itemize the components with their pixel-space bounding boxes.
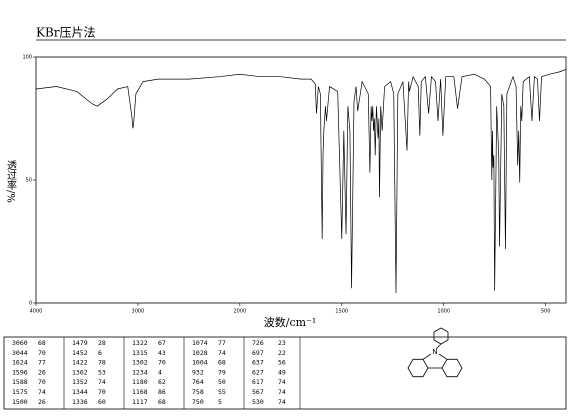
peak-transmittance: 68 [158, 398, 166, 406]
peak-transmittance: 60 [98, 398, 106, 406]
peak-transmittance: 68 [218, 359, 226, 367]
peak-wavenumber: 764 [192, 378, 204, 386]
peak-wavenumber: 1624 [12, 359, 28, 367]
peak-wavenumber: 1422 [72, 359, 88, 367]
bond [438, 353, 448, 360]
peak-wavenumber: 1302 [132, 359, 148, 367]
peak-transmittance: 67 [158, 339, 166, 347]
y-axis-label: 透过率/% [5, 160, 17, 203]
benzene-ring [441, 358, 463, 378]
bond [422, 353, 432, 360]
peak-wavenumber: 758 [192, 388, 204, 396]
peak-transmittance: 50 [218, 378, 226, 386]
peak-wavenumber: 1352 [72, 378, 88, 386]
peak-transmittance: 4 [158, 368, 162, 376]
peak-transmittance: 5 [218, 398, 222, 406]
plot-frame [35, 56, 567, 304]
peak-transmittance: 70 [38, 349, 46, 357]
peak-wavenumber: 1588 [12, 378, 28, 386]
peak-wavenumber: 3044 [12, 349, 28, 357]
peak-wavenumber: 1315 [132, 349, 148, 357]
x-tick-label: 1000 [437, 309, 450, 315]
peak-transmittance: 78 [98, 359, 106, 367]
peak-table: 3060 68 3044 70 1624 77 1596 26 1588 70 1575 74 1500… [12, 337, 301, 409]
peak-wavenumber: 617 [252, 378, 264, 386]
peak-wavenumber: 1479 [72, 339, 88, 347]
peak-transmittance: 53 [98, 368, 106, 376]
peak-transmittance: 74 [98, 378, 106, 386]
peak-wavenumber: 1168 [132, 388, 148, 396]
peak-transmittance: 55 [218, 388, 226, 396]
peak-transmittance: 23 [278, 339, 286, 347]
x-tick-label: 4000 [30, 309, 43, 315]
peak-transmittance: 74 [278, 398, 286, 406]
peak-wavenumber: 697 [252, 349, 264, 357]
peak-wavenumber: 932 [192, 368, 204, 376]
peak-transmittance: 70 [98, 388, 106, 396]
structure [407, 327, 463, 378]
spectrum-line [35, 68, 567, 294]
chart-title: KBr压片法 [36, 26, 96, 40]
peak-wavenumber: 627 [252, 368, 264, 376]
peak-transmittance: 86 [158, 388, 166, 396]
x-tick-label: 3000 [132, 309, 145, 315]
peak-transmittance: 26 [38, 368, 46, 376]
peak-wavenumber: 567 [252, 388, 264, 396]
peak-transmittance: 74 [218, 349, 226, 357]
peak-transmittance: 22 [278, 349, 286, 357]
peak-transmittance: 43 [158, 349, 166, 357]
peak-wavenumber: 1575 [12, 388, 28, 396]
peak-wavenumber: 1234 [132, 368, 148, 376]
peak-wavenumber: 1500 [12, 398, 28, 406]
peak-transmittance: 77 [218, 339, 226, 347]
y-tick-label: 0 [29, 301, 32, 307]
peak-transmittance: 6 [98, 349, 102, 357]
peak-wavenumber: 637 [252, 359, 264, 367]
peak-transmittance: 49 [278, 368, 286, 376]
peak-transmittance: 74 [278, 388, 286, 396]
peak-wavenumber: 1004 [192, 359, 208, 367]
peak-transmittance: 77 [38, 359, 46, 367]
peak-transmittance: 70 [158, 359, 166, 367]
peak-transmittance: 74 [38, 388, 46, 396]
peak-wavenumber: 1596 [12, 368, 28, 376]
peak-wavenumber: 3060 [12, 339, 28, 347]
peak-transmittance: 79 [218, 368, 226, 376]
peak-wavenumber: 1336 [72, 398, 88, 406]
phenyl-ring [433, 327, 449, 345]
peak-transmittance: 74 [278, 378, 286, 386]
peak-wavenumber: 1180 [132, 378, 148, 386]
peak-wavenumber: 726 [252, 339, 264, 347]
peak-transmittance: 26 [38, 398, 46, 406]
peak-wavenumber: 1028 [192, 349, 208, 357]
peak-transmittance: 62 [158, 378, 166, 386]
peak-wavenumber: 1362 [72, 368, 88, 376]
peak-table-frame [3, 336, 567, 410]
peak-wavenumber: 1322 [132, 339, 148, 347]
peak-transmittance: 70 [38, 378, 46, 386]
peak-wavenumber: 1344 [72, 388, 88, 396]
peak-wavenumber: 1074 [192, 339, 208, 347]
x-axis-label: 波数/cm⁻¹ [264, 316, 317, 329]
atom-label: N [432, 348, 437, 356]
peak-wavenumber: 750 [192, 398, 204, 406]
x-tick-label: 500 [541, 309, 551, 315]
peak-wavenumber: 1117 [132, 398, 148, 406]
y-tick-label: 50 [26, 178, 32, 184]
peak-transmittance: 56 [278, 359, 286, 367]
x-tick-label: 1500 [335, 309, 348, 315]
x-tick-label: 2000 [233, 309, 246, 315]
bond [435, 343, 442, 350]
peak-transmittance: 28 [98, 339, 106, 347]
benzene-ring [407, 358, 429, 378]
peak-wavenumber: 530 [252, 398, 264, 406]
peak-transmittance: 68 [38, 339, 46, 347]
y-tick-label: 100 [22, 55, 32, 61]
peak-wavenumber: 1452 [72, 349, 88, 357]
